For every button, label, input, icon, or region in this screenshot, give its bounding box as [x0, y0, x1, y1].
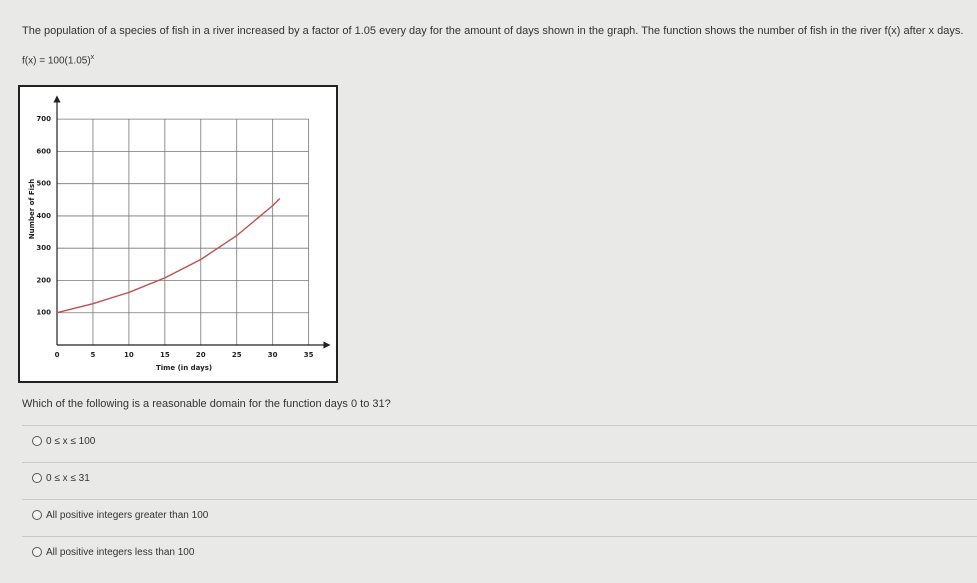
option[interactable]: 0 ≤ x ≤ 100 [22, 425, 977, 456]
option-text: 0 ≤ x ≤ 100 [46, 435, 96, 447]
radio-button[interactable] [32, 510, 42, 520]
y-tick-label: 600 [36, 147, 51, 155]
option-text: All positive integers less than 100 [46, 546, 195, 558]
y-tick-label: 400 [36, 212, 51, 220]
option[interactable]: All positive integers greater than 100 [22, 499, 977, 530]
y-tick-label: 100 [36, 309, 51, 317]
x-tick-label: 15 [160, 351, 170, 359]
radio-button[interactable] [32, 436, 42, 446]
x-axis-label: Time (in days) [156, 364, 212, 372]
function-exponent: x [90, 54, 95, 61]
question: Which of the following is a reasonable d… [22, 398, 391, 410]
x-tick-label: 5 [91, 351, 96, 359]
option[interactable]: All positive integers less than 100 [22, 536, 977, 567]
y-axis-label: Number of Fish [28, 179, 36, 239]
y-tick-label: 700 [36, 115, 51, 123]
x-tick-label: 0 [55, 351, 60, 359]
radio-button[interactable] [32, 547, 42, 557]
option[interactable]: 0 ≤ x ≤ 31 [22, 462, 977, 493]
y-tick-label: 200 [36, 276, 51, 284]
y-tick-label: 500 [36, 180, 51, 188]
function: f(x) = 100(1.05)x [22, 54, 94, 66]
y-tick-label: 300 [36, 244, 51, 252]
radio-button[interactable] [32, 473, 42, 483]
chart-box: 100 200 300 400 500 600 700 0 5 10 15 20 25 30 35 Time … [18, 85, 338, 383]
x-tick-label: 30 [268, 351, 278, 359]
chart: 100 200 300 400 500 600 700 0 5 10 15 20 25 30 35 Time … [28, 95, 331, 372]
x-tick-label: 25 [232, 351, 242, 359]
option-text: 0 ≤ x ≤ 31 [46, 472, 90, 484]
x-tick-label: 20 [196, 351, 206, 359]
option-text: All positive integers greater than 100 [46, 509, 209, 521]
x-tick-label: 35 [304, 351, 314, 359]
intro-text: The population of a species of fish in a… [22, 25, 964, 37]
data-line [56, 198, 281, 314]
function-base: f(x) = 100(1.05) [22, 55, 91, 67]
x-tick-label: 10 [124, 351, 134, 359]
